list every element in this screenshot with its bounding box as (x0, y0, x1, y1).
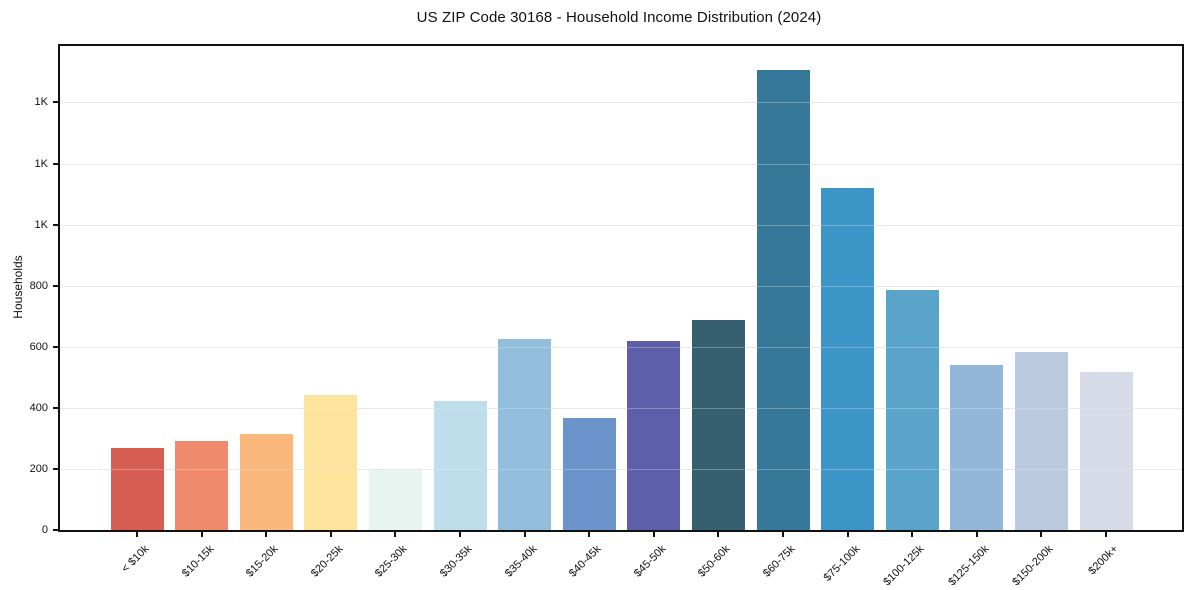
bar-$150-200k (1014, 351, 1068, 530)
x-tick-label-< $10k: < $10k (119, 543, 152, 576)
y-tick-label-400-2: 400 (29, 401, 48, 414)
y-tick-mark-3 (53, 345, 58, 348)
x-tick-mark-13 (975, 532, 978, 537)
bar-$125-150k (950, 364, 1004, 530)
gridline-overlay-5 (60, 224, 1182, 226)
y-tick-label-0-0: 0 (41, 524, 48, 536)
gridline-200-1 (60, 468, 1182, 470)
bar-$100-125k (885, 289, 939, 530)
x-tick-mark-6 (523, 532, 526, 537)
y-tick-label-800-4: 800 (29, 279, 48, 292)
x-tick-mark-9 (717, 532, 720, 537)
bar-$35-40k (498, 339, 552, 530)
bar-< $10k (110, 448, 164, 530)
x-tick-mark-12 (911, 532, 914, 537)
x-tick-mark-8 (652, 532, 655, 537)
gridline-overlay-4 (60, 285, 1182, 287)
bar-$40-45k (562, 417, 616, 530)
y-tick-mark-1 (53, 467, 58, 470)
x-tick-mark-1 (200, 532, 203, 537)
gridline-1K-6 (60, 163, 1182, 165)
y-tick-mark-2 (53, 406, 58, 409)
x-tick-mark-4 (394, 532, 397, 537)
x-tick-mark-14 (1040, 532, 1043, 537)
x-tick-mark-11 (846, 532, 849, 537)
y-tick-label-200-1: 200 (29, 462, 48, 475)
x-tick-mark-2 (265, 532, 268, 537)
y-tick-label-1K-5: 1K (34, 218, 48, 231)
x-tick-mark-7 (588, 532, 591, 537)
chart-title: US ZIP Code 30168 - Household Income Dis… (416, 9, 822, 26)
bar-$45-50k (627, 340, 681, 530)
y-tick-mark-5 (53, 223, 58, 226)
y-tick-label-600-3: 600 (29, 340, 48, 353)
y-tick-mark-6 (53, 162, 58, 165)
gridline-overlay-6 (60, 163, 1182, 165)
x-tick-mark-10 (782, 532, 784, 537)
gridline-1K-7 (60, 102, 1182, 104)
gridline-overlay-7 (60, 102, 1182, 104)
y-tick-mark-7 (53, 101, 58, 104)
bar-$10-15k (175, 441, 229, 530)
bar-$75-100k (821, 188, 875, 530)
gridline-overlay-3 (60, 346, 1182, 348)
bar-$50-60k (691, 319, 745, 530)
bar-$15-20k (239, 433, 293, 530)
gridline-1K-5 (60, 224, 1182, 226)
y-tick-label-1K-7: 1K (34, 96, 48, 109)
plot-area: 0 200 400 600 800 1K 1K 1K < $10k $10-15k $15-20k $… (30, 44, 1184, 588)
y-tick-mark-4 (53, 284, 58, 287)
bar-$30-35k (433, 401, 487, 530)
gridline-800-4 (60, 285, 1182, 287)
bar-$25-30k (368, 470, 422, 530)
bar-$60-75k (756, 69, 810, 530)
gridline-600-3 (60, 346, 1182, 348)
x-tick-mark-5 (459, 532, 461, 537)
y-tick-mark-0 (53, 529, 58, 531)
x-tick-mark-15 (1105, 532, 1107, 537)
bar-$20-25k (304, 394, 358, 530)
gridline-overlay-2 (60, 407, 1182, 409)
bar-$200k+ (1079, 371, 1133, 530)
x-tick-mark-3 (329, 532, 332, 537)
y-tick-label-1K-6: 1K (34, 157, 48, 170)
gridline-400-2 (60, 407, 1182, 409)
x-tick-mark-0 (136, 532, 138, 537)
gridline-overlay-1 (60, 468, 1182, 470)
